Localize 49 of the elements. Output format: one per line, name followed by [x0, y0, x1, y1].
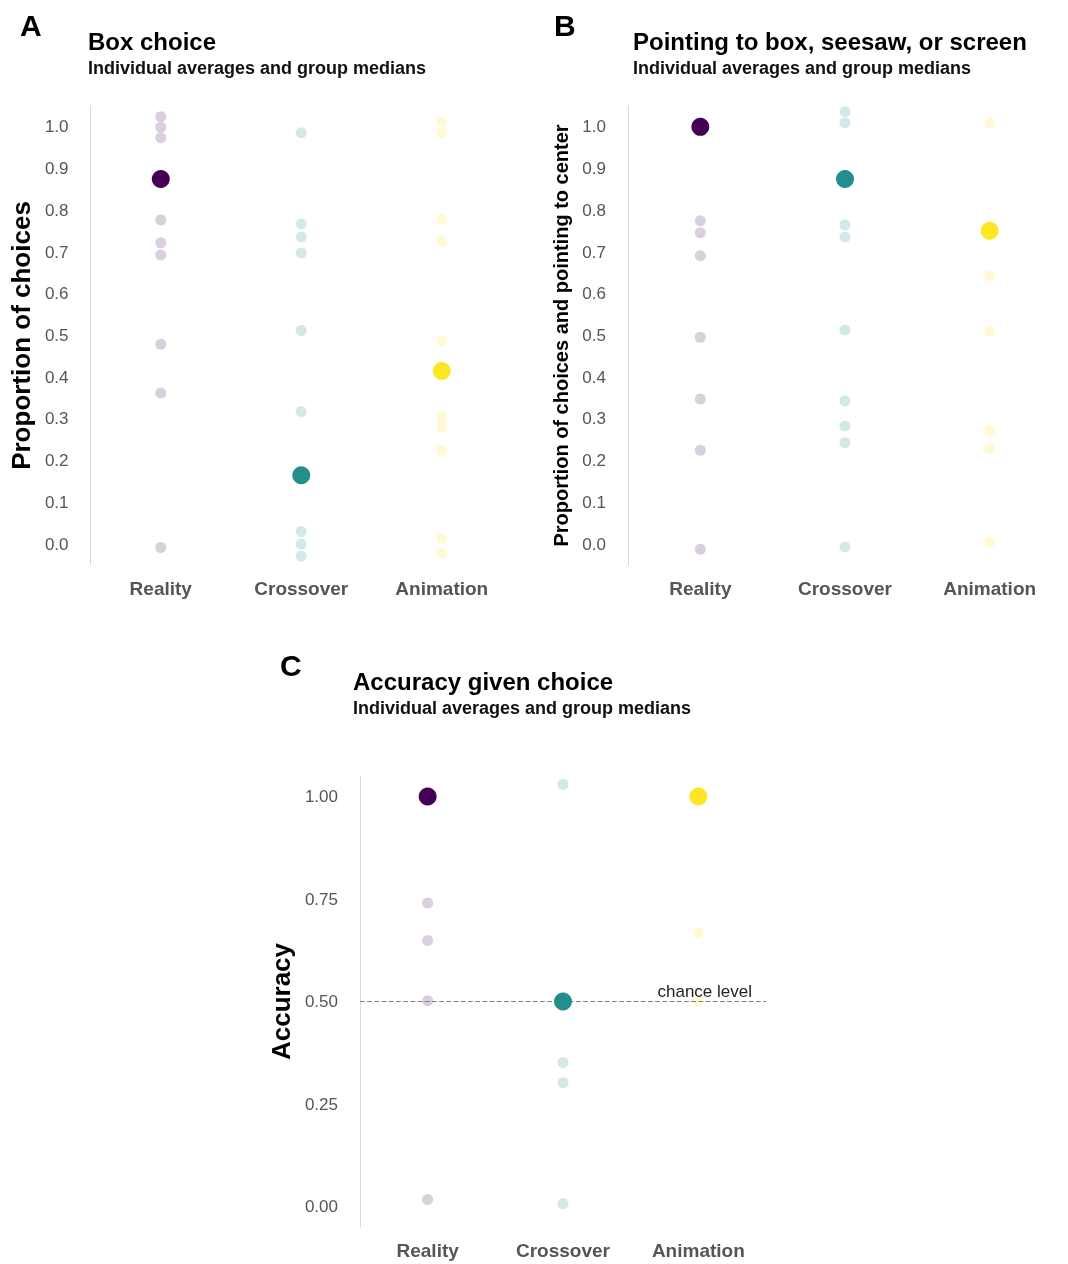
- y-tick-label: 0.0: [44, 534, 69, 554]
- y-tick-label: 0.50: [304, 992, 338, 1011]
- y-tick-label: 0.9: [582, 159, 606, 179]
- x-tick-label: Crossover: [798, 578, 893, 599]
- chart-subtitle: Individual averages and group medians: [353, 698, 692, 718]
- chart-title: Pointing to box, seesaw, or screen: [633, 27, 1027, 55]
- ref-line-label: chance level: [657, 981, 752, 1001]
- y-tick-label: 0.5: [582, 326, 606, 345]
- y-tick-label: 0.3: [582, 409, 606, 429]
- text: C: [280, 648, 302, 682]
- y-tick-label: 1.0: [44, 117, 69, 137]
- y-tick-label: 0.25: [304, 1094, 338, 1114]
- x-tick-label: Reality: [129, 578, 193, 599]
- y-tick-label: 0.2: [44, 451, 69, 471]
- y-axis-title: Proportion of choices and pointing to center: [550, 124, 573, 547]
- text: A: [20, 8, 42, 42]
- y-tick-label: 0.7: [44, 242, 69, 262]
- y-tick-label: 0.7: [582, 242, 606, 262]
- y-tick-label: 0.8: [582, 200, 606, 220]
- y-tick-label: 0.5: [44, 326, 69, 345]
- y-tick-label: 0.3: [44, 409, 69, 429]
- y-tick-label: 1.0: [582, 117, 606, 137]
- y-tick-label: 0.4: [44, 367, 69, 387]
- x-tick-label: Animation: [651, 1240, 745, 1261]
- chart-title: Box choice: [88, 27, 217, 55]
- x-tick-label: Animation: [395, 578, 489, 599]
- x-tick-label: Reality: [669, 578, 732, 599]
- y-tick-label: 0.0: [582, 534, 606, 554]
- chart-subtitle: Individual averages and group medians: [633, 58, 972, 78]
- y-axis-title: Accuracy: [266, 942, 296, 1061]
- y-tick-label: 0.6: [582, 284, 606, 304]
- x-tick-label: Crossover: [254, 578, 349, 599]
- x-tick-label: Animation: [943, 578, 1037, 599]
- text: B: [554, 8, 576, 42]
- y-tick-label: 0.1: [582, 492, 606, 512]
- y-tick-label: 0.8: [44, 200, 69, 220]
- y-tick-label: 0.4: [582, 367, 606, 387]
- y-tick-label: 0.9: [44, 159, 69, 179]
- y-tick-label: 0.00: [304, 1197, 338, 1216]
- chart-title: Accuracy given choice: [353, 667, 614, 695]
- y-tick-label: 0.6: [44, 284, 69, 304]
- chart-subtitle: Individual averages and group medians: [88, 58, 427, 78]
- y-tick-label: 0.2: [582, 451, 606, 471]
- y-axis-title: Proportion of choices: [6, 201, 36, 470]
- x-tick-label: Reality: [396, 1240, 460, 1261]
- y-tick-label: 1.00: [304, 787, 338, 806]
- y-tick-label: 0.75: [304, 889, 338, 909]
- y-tick-label: 0.1: [44, 492, 69, 512]
- x-tick-label: Crossover: [515, 1240, 611, 1261]
